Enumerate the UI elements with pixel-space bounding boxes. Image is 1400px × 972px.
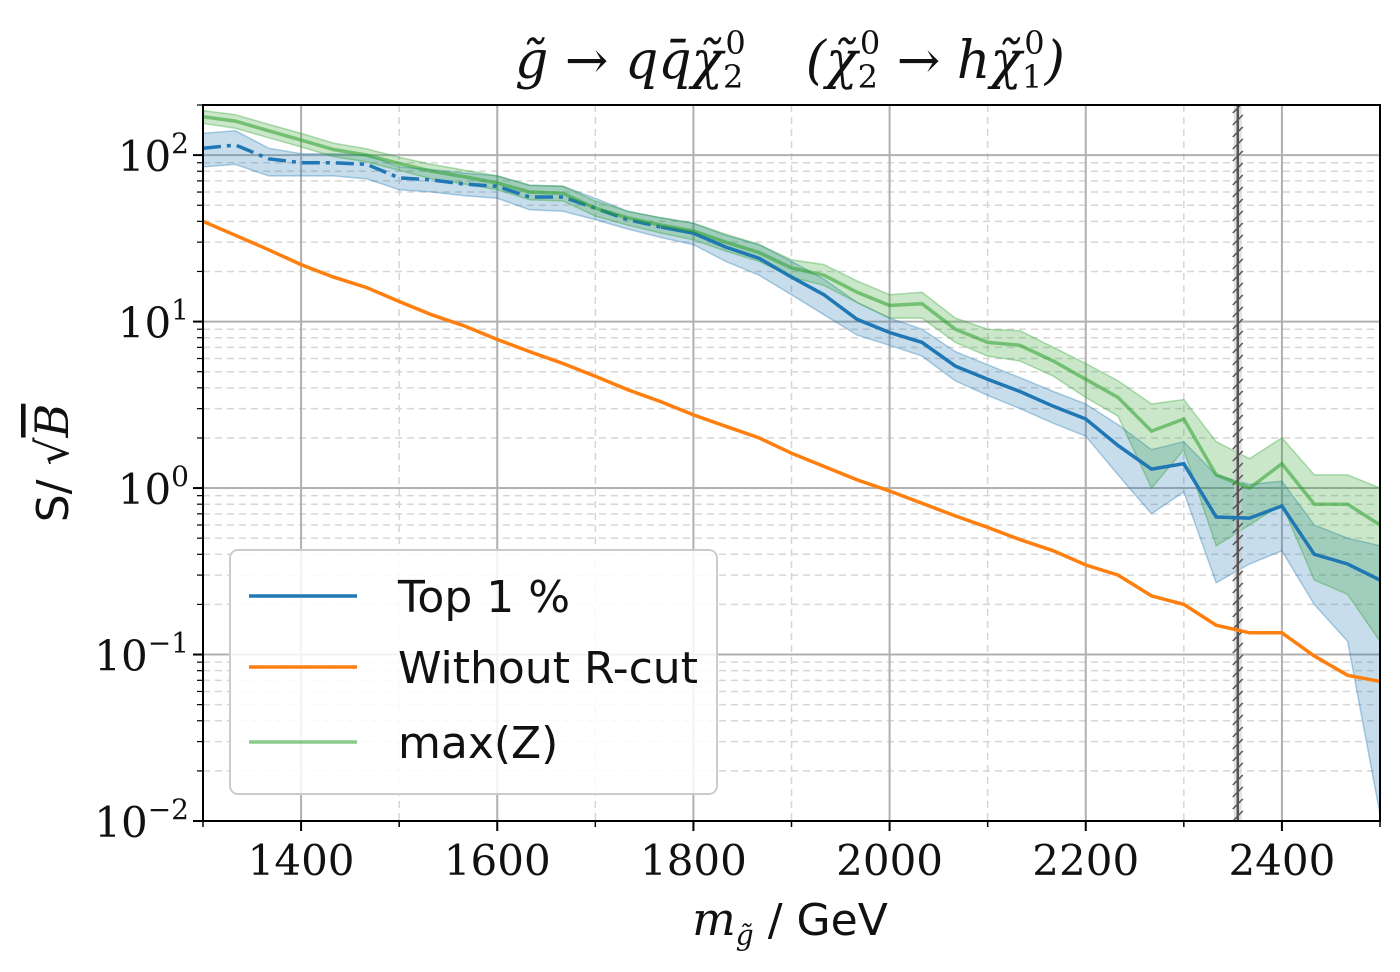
x-label-sub: g̃ [736,919,754,952]
x-tick-label: 1800 [640,836,747,885]
title-right-open: (χ̃ [806,31,861,91]
axis-ticks [193,104,1381,831]
x-tick-labels: 1400 1600 1800 2000 2200 2400 [248,836,1336,885]
line-series-0 [660,225,1380,582]
y-tick-label: 100 [118,460,189,514]
y-tick-label: 101 [118,294,189,348]
legend: Top 1 % Without R-cut max(Z) [229,549,718,795]
y-tick-base: 10 [118,132,171,181]
y-tick-exp: 1 [171,294,189,327]
x-tick-label: 1400 [248,836,355,885]
title-left-sub: 2 [723,58,743,96]
legend-label-without-rcut: Without R-cut [398,643,698,694]
line-series-2 [203,114,1380,527]
title-arrow: → hχ̃ [880,31,1025,91]
title-left-sup: 0 [725,24,745,62]
title-left: g̃ → qq̄χ̃ [515,31,726,91]
title-right-sup: 0 [860,24,880,62]
y-axis-label: S/ √B [25,404,79,523]
y-label-s: S/ √ [28,437,79,523]
series-lines [203,114,1380,684]
line-series-1 [203,219,1380,684]
x-label-m: m [692,892,736,946]
y-tick-label: 10−1 [94,627,189,681]
y-tick-label: 10−2 [94,793,189,847]
legend-label-top1: Top 1 % [397,572,570,623]
y-tick-base: 10 [118,465,171,514]
legend-label-maxz: max(Z) [398,718,558,769]
legend-box [229,549,718,795]
x-axis-label: mg̃ / GeV [692,892,888,952]
x-tick-label: 2000 [836,836,943,885]
y-tick-exp: 0 [171,460,189,493]
band-series-2 [203,109,1380,643]
title-right-sup2: 0 [1024,24,1044,62]
mass-limit-line [1232,105,1244,821]
y-tick-base: 10 [94,632,147,681]
y-tick-base: 10 [118,299,171,348]
x-tick-label: 2400 [1228,836,1335,885]
x-tick-label: 2200 [1032,836,1139,885]
x-label-unit: / GeV [768,895,888,946]
y-tick-exp: 2 [171,127,189,160]
x-tick-label: 1600 [444,836,551,885]
y-label-b: B [25,404,79,439]
y-tick-exp: −2 [148,793,189,826]
title-right-sub2: 1 [1022,58,1042,96]
y-tick-base: 10 [94,798,147,847]
title-right-close: ) [1044,31,1065,91]
y-tick-label: 102 [118,127,189,181]
title-right-sub: 2 [858,58,878,96]
y-tick-exp: −1 [148,627,189,660]
chart-title: g̃ → qq̄χ̃20 (χ̃20 → hχ̃10) [515,24,1065,96]
